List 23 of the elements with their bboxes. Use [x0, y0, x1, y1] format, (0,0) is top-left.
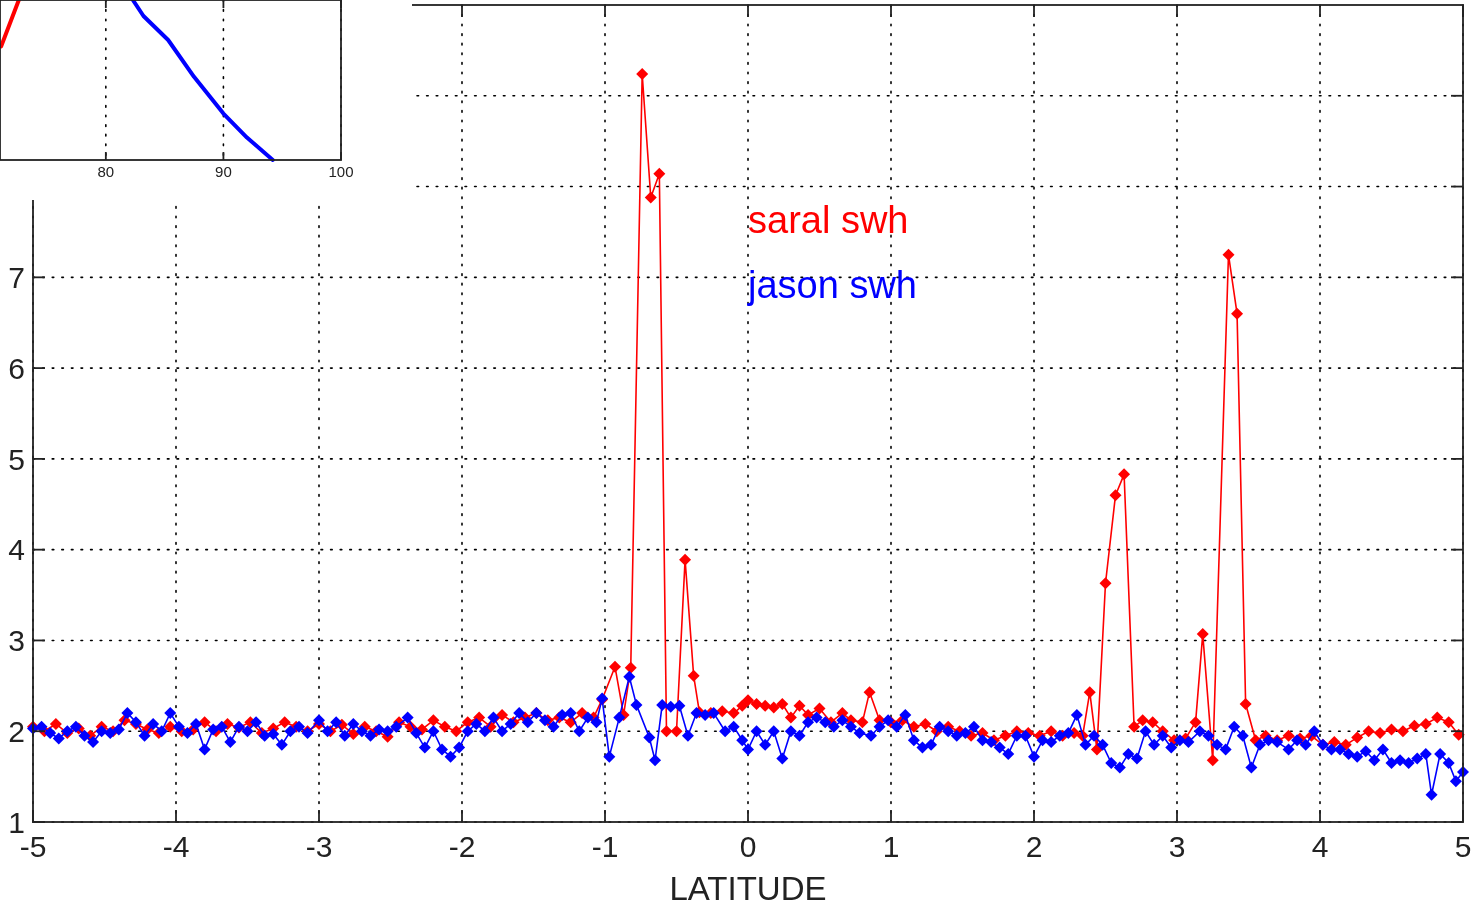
y-tick-label: 2	[8, 715, 25, 749]
x-tick-label: 90	[215, 163, 232, 181]
y-tick-label: 6	[8, 351, 25, 385]
x-axis-title: LATITUDE	[669, 870, 827, 907]
text: saral swh	[748, 199, 909, 241]
text: jason swh	[747, 264, 917, 306]
y-tick-label: 5	[8, 442, 25, 476]
x-tick-label: 100	[328, 163, 354, 181]
x-tick-label: 3	[1168, 829, 1186, 863]
y-tick-label: 1	[8, 805, 25, 839]
y-tick-label: 7	[8, 261, 25, 295]
x-tick-label: 1	[882, 829, 900, 863]
x-tick-label: 4	[1311, 829, 1329, 863]
x-tick-label: 0	[739, 829, 757, 863]
x-tick-label: -2	[448, 829, 476, 863]
x-tick-label: -3	[305, 829, 333, 863]
x-tick-label: -4	[162, 829, 190, 863]
x-tick-label: 80	[97, 163, 115, 181]
y-tick-label: 4	[8, 533, 25, 567]
x-tick-label: 2	[1025, 829, 1043, 863]
y-tick-label: 3	[8, 624, 25, 658]
x-tick-label: 5	[1454, 829, 1472, 863]
x-tick-label: -1	[591, 829, 619, 863]
